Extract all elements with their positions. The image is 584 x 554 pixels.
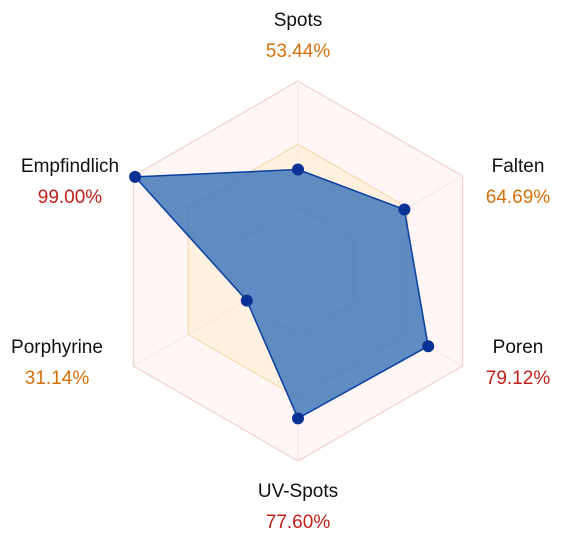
axis-name-porphyrine: Porphyrine (11, 337, 103, 358)
axis-value-uv-spots: 77.60% (265, 511, 331, 533)
axis-name-spots: Spots (273, 10, 323, 31)
data-point-empfindlich (129, 170, 142, 183)
axis-label-uv-spots: UV-Spots 77.60% (258, 481, 338, 535)
axis-label-porphyrine: Porphyrine 31.14% (11, 337, 103, 391)
radar-points (129, 163, 435, 425)
data-point-spots (292, 163, 304, 176)
data-point-porphyrine (240, 294, 253, 307)
axis-name-empfindlich: Empfindlich (20, 156, 120, 177)
axis-name-poren: Poren (492, 337, 544, 358)
axis-value-poren: 79.12% (485, 367, 551, 389)
axis-label-empfindlich: Empfindlich 99.00% (21, 156, 119, 210)
axis-value-spots: 53.44% (265, 40, 331, 62)
axis-name-uv-spots: UV-Spots (257, 481, 339, 502)
axis-value-porphyrine: 31.14% (24, 367, 90, 389)
axis-label-spots: Spots 53.44% (266, 10, 330, 64)
axis-label-poren: Poren 79.12% (486, 337, 550, 391)
axis-name-falten: Falten (491, 156, 545, 177)
axis-value-falten: 64.69% (485, 186, 551, 208)
data-point-uv-spots (292, 412, 304, 425)
axis-label-falten: Falten 64.69% (486, 156, 550, 210)
data-point-poren (422, 340, 435, 353)
axis-value-empfindlich: 99.00% (37, 186, 103, 208)
data-point-falten (398, 203, 411, 216)
